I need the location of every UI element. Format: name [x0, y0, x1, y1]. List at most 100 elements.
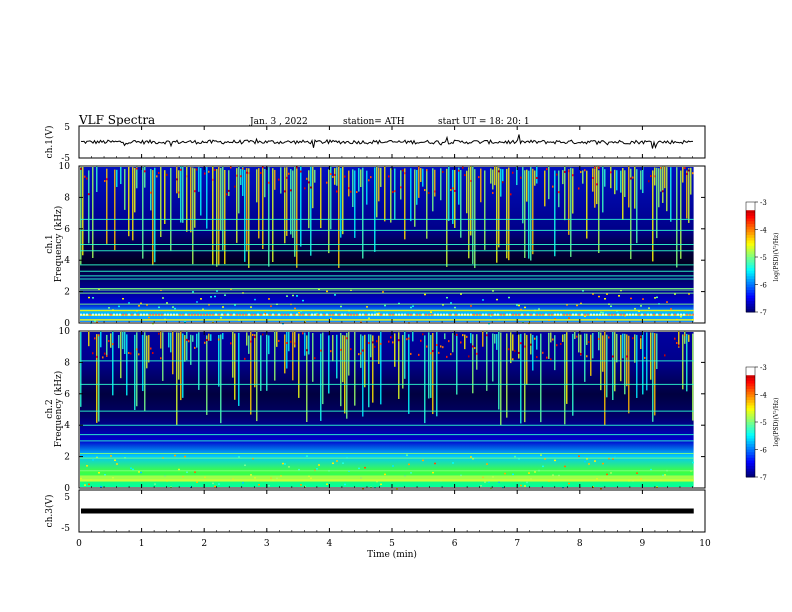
- spec1-band: [680, 313, 682, 316]
- spec1-band: [365, 313, 367, 316]
- spec2-hotspot: [576, 335, 578, 338]
- spec1-sferic: [312, 166, 314, 209]
- spec1-hotspot: [262, 166, 264, 169]
- ch2-spectrogram-ylabel-freq: Frequency (kHz): [53, 371, 64, 448]
- spec1-sferic: [296, 166, 298, 268]
- cbar1-swatch: [746, 265, 755, 269]
- cbar1-tick-label: -5: [760, 254, 767, 262]
- spec1-sferic: [548, 166, 550, 200]
- spec2-noise: [534, 471, 536, 473]
- spec1-sferic: [664, 166, 666, 189]
- spec1-band: [362, 313, 364, 316]
- spec1-noise: [162, 297, 164, 299]
- cbar1-swatch: [746, 213, 755, 217]
- spec2-hotspot: [560, 342, 562, 345]
- spec1-noise: [94, 320, 96, 322]
- spec1-band: [512, 313, 514, 316]
- spec1-band: [383, 313, 385, 316]
- spec1-sferic: [390, 168, 392, 223]
- spec2-hotspot: [252, 333, 254, 336]
- spec1-band: [638, 313, 640, 316]
- spec2-noise: [96, 456, 98, 459]
- spec1-noise: [470, 305, 472, 307]
- spec1-sferic: [330, 166, 332, 230]
- spec1-noise: [492, 290, 494, 292]
- spec1-sferic: [342, 166, 344, 235]
- spec1-band: [473, 313, 475, 316]
- cbar2-swatch: [746, 427, 755, 431]
- spec2-sferic: [510, 332, 512, 364]
- spec1-hotspot: [178, 191, 180, 194]
- spec2-noise: [288, 466, 290, 468]
- spec1-sferic: [422, 168, 424, 187]
- spec1-ytick-label: 10: [59, 162, 71, 172]
- spec1-noise: [264, 312, 266, 315]
- spec2-hotspot: [438, 351, 440, 354]
- spec1-sferic: [134, 167, 136, 213]
- spec2-noise: [498, 481, 500, 483]
- spec2-sferic: [574, 331, 576, 340]
- spec1-sferic: [640, 170, 642, 190]
- spec1-hotspot: [510, 193, 512, 196]
- spec2-sferic: [464, 334, 466, 350]
- cbar2-swatch: [746, 430, 755, 434]
- spec1-hotspot: [584, 169, 586, 172]
- spec2-sferic: [312, 332, 314, 382]
- spec1-hotspot: [502, 181, 504, 184]
- spec1-hotspot: [242, 167, 244, 170]
- cbar1-swatch: [746, 243, 755, 247]
- spec1-sferic: [446, 168, 448, 267]
- x-tick-label: 7: [514, 539, 520, 549]
- spec1-band: [227, 313, 229, 316]
- spec1-sferic: [414, 169, 416, 227]
- spec1-noise: [630, 297, 632, 300]
- spec1-hotspot: [226, 193, 228, 196]
- spec2-sferic: [180, 331, 182, 401]
- cbar1-swatch: [746, 281, 755, 285]
- spec2-hotspot: [360, 352, 362, 355]
- spec1-sferic: [602, 166, 604, 213]
- spec2-noise: [138, 471, 140, 473]
- spec1-sferic: [448, 166, 450, 222]
- spec1-sferic: [182, 166, 184, 223]
- spec1-sferic: [262, 167, 264, 250]
- spec1-noise: [298, 312, 300, 314]
- spec1-band: [635, 313, 637, 316]
- spec2-sferic: [106, 334, 108, 356]
- spec1-band: [239, 313, 241, 316]
- spec2-hotspot: [206, 339, 208, 342]
- spec2-sferic: [520, 333, 522, 424]
- spec2-ytick-label: 4: [64, 421, 70, 431]
- spec1-band: [569, 313, 571, 316]
- spec2-sferic: [238, 332, 240, 406]
- time-axis: 0 1 2 3 4 5 6 7 8 9 10: [76, 126, 711, 549]
- spec1-band: [404, 313, 406, 316]
- ch1-waveform-panel: 5 -5 ch.1(V): [44, 123, 706, 164]
- spec1-sferic: [680, 170, 682, 259]
- time-axis-label: Time (min): [367, 549, 417, 560]
- spec1-sferic: [508, 167, 510, 261]
- spec1-hotspot: [84, 175, 86, 178]
- spec1-band: [305, 313, 307, 316]
- spec2-sferic: [636, 334, 638, 398]
- spec1-noise: [450, 302, 452, 304]
- spec1-band: [266, 313, 268, 316]
- cbar2-swatch: [746, 408, 755, 412]
- spec2-noise: [410, 472, 412, 474]
- spec1-noise: [518, 304, 520, 307]
- spec2-ytick-label: 10: [59, 327, 71, 337]
- spec2-sferic: [436, 332, 438, 417]
- spec2-hotspot: [520, 342, 522, 345]
- spec2-hotspot: [556, 344, 558, 347]
- spec2-noise: [218, 483, 220, 485]
- spec1-noise: [196, 301, 198, 303]
- spec2-hotspot: [152, 352, 154, 355]
- spec1-band: [437, 313, 439, 316]
- spec1-sferic: [620, 170, 622, 193]
- spec1-hotspot: [454, 189, 456, 192]
- spec1-sferic: [656, 167, 658, 239]
- spec1-sferic: [634, 166, 636, 209]
- spec2-noise: [488, 481, 490, 483]
- spec1-ytick-label: 4: [64, 256, 70, 266]
